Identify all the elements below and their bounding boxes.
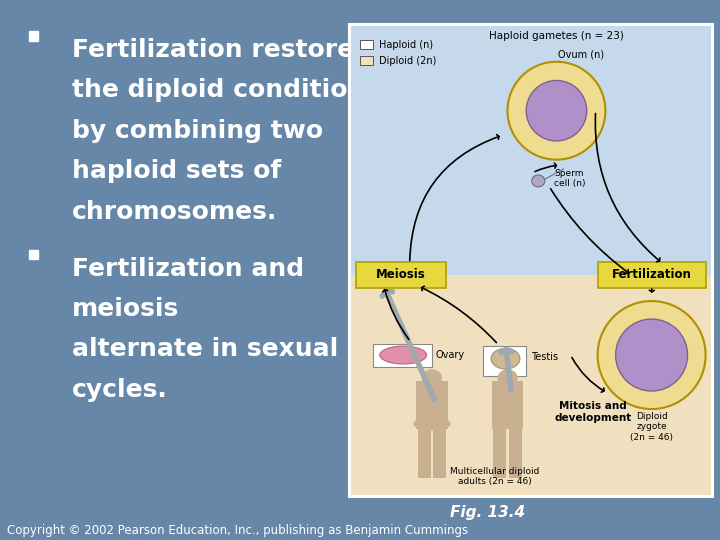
Ellipse shape [491,348,520,369]
Text: Diploid
zygote
(2n = 46): Diploid zygote (2n = 46) [630,411,673,442]
Text: Testis: Testis [531,352,558,362]
Ellipse shape [532,175,545,187]
Text: Mitosis and
development: Mitosis and development [554,401,631,422]
Ellipse shape [380,346,426,364]
FancyBboxPatch shape [598,262,706,288]
Text: Multicellular diploid
adults (2n = 46): Multicellular diploid adults (2n = 46) [450,467,539,486]
Bar [493,427,506,478]
Text: Haploid (n): Haploid (n) [379,40,433,50]
Ellipse shape [413,417,451,431]
Bar [482,346,526,376]
Bar [360,56,373,65]
Text: Diploid (2n): Diploid (2n) [379,56,436,66]
FancyBboxPatch shape [356,262,446,288]
Text: ⬜: ⬜ [432,474,433,476]
Text: chromosomes.: chromosomes. [72,200,277,224]
Ellipse shape [616,319,688,391]
Bar [373,345,432,367]
Text: meiosis: meiosis [72,297,179,321]
Bar [495,416,521,429]
Ellipse shape [598,301,706,409]
Bar [360,39,373,49]
Ellipse shape [526,80,587,141]
Text: Sperm
cell (n): Sperm cell (n) [554,168,585,188]
Text: cycles.: cycles. [72,378,168,402]
Text: Ovary: Ovary [436,350,464,360]
Text: Copyright © 2002 Pearson Education, Inc., publishing as Benjamin Cummings: Copyright © 2002 Pearson Education, Inc.… [7,524,468,537]
Text: alternate in sexual life: alternate in sexual life [72,338,392,361]
Bar [509,427,522,478]
Text: Fig. 13.4: Fig. 13.4 [450,505,525,520]
Bar [351,26,711,275]
Text: Haploid gametes (n = 23): Haploid gametes (n = 23) [489,31,624,41]
Text: by combining two: by combining two [72,119,323,143]
Bar [433,427,446,478]
Bar [351,275,711,495]
Ellipse shape [508,62,606,160]
Ellipse shape [422,369,442,387]
Ellipse shape [498,369,518,387]
Bar [349,24,713,497]
Bar [492,381,523,429]
Text: Fertilization restores: Fertilization restores [72,38,369,62]
Bar [418,427,431,478]
Text: Fertilization: Fertilization [612,268,692,281]
Text: Meiosis: Meiosis [376,268,426,281]
Bar [29,250,38,259]
Bar [416,381,448,429]
Bar [29,31,38,40]
Text: haploid sets of: haploid sets of [72,159,282,183]
Text: Ovum (n): Ovum (n) [558,49,604,59]
Text: the diploid condition: the diploid condition [72,78,365,102]
Text: Fertilization and: Fertilization and [72,256,304,280]
